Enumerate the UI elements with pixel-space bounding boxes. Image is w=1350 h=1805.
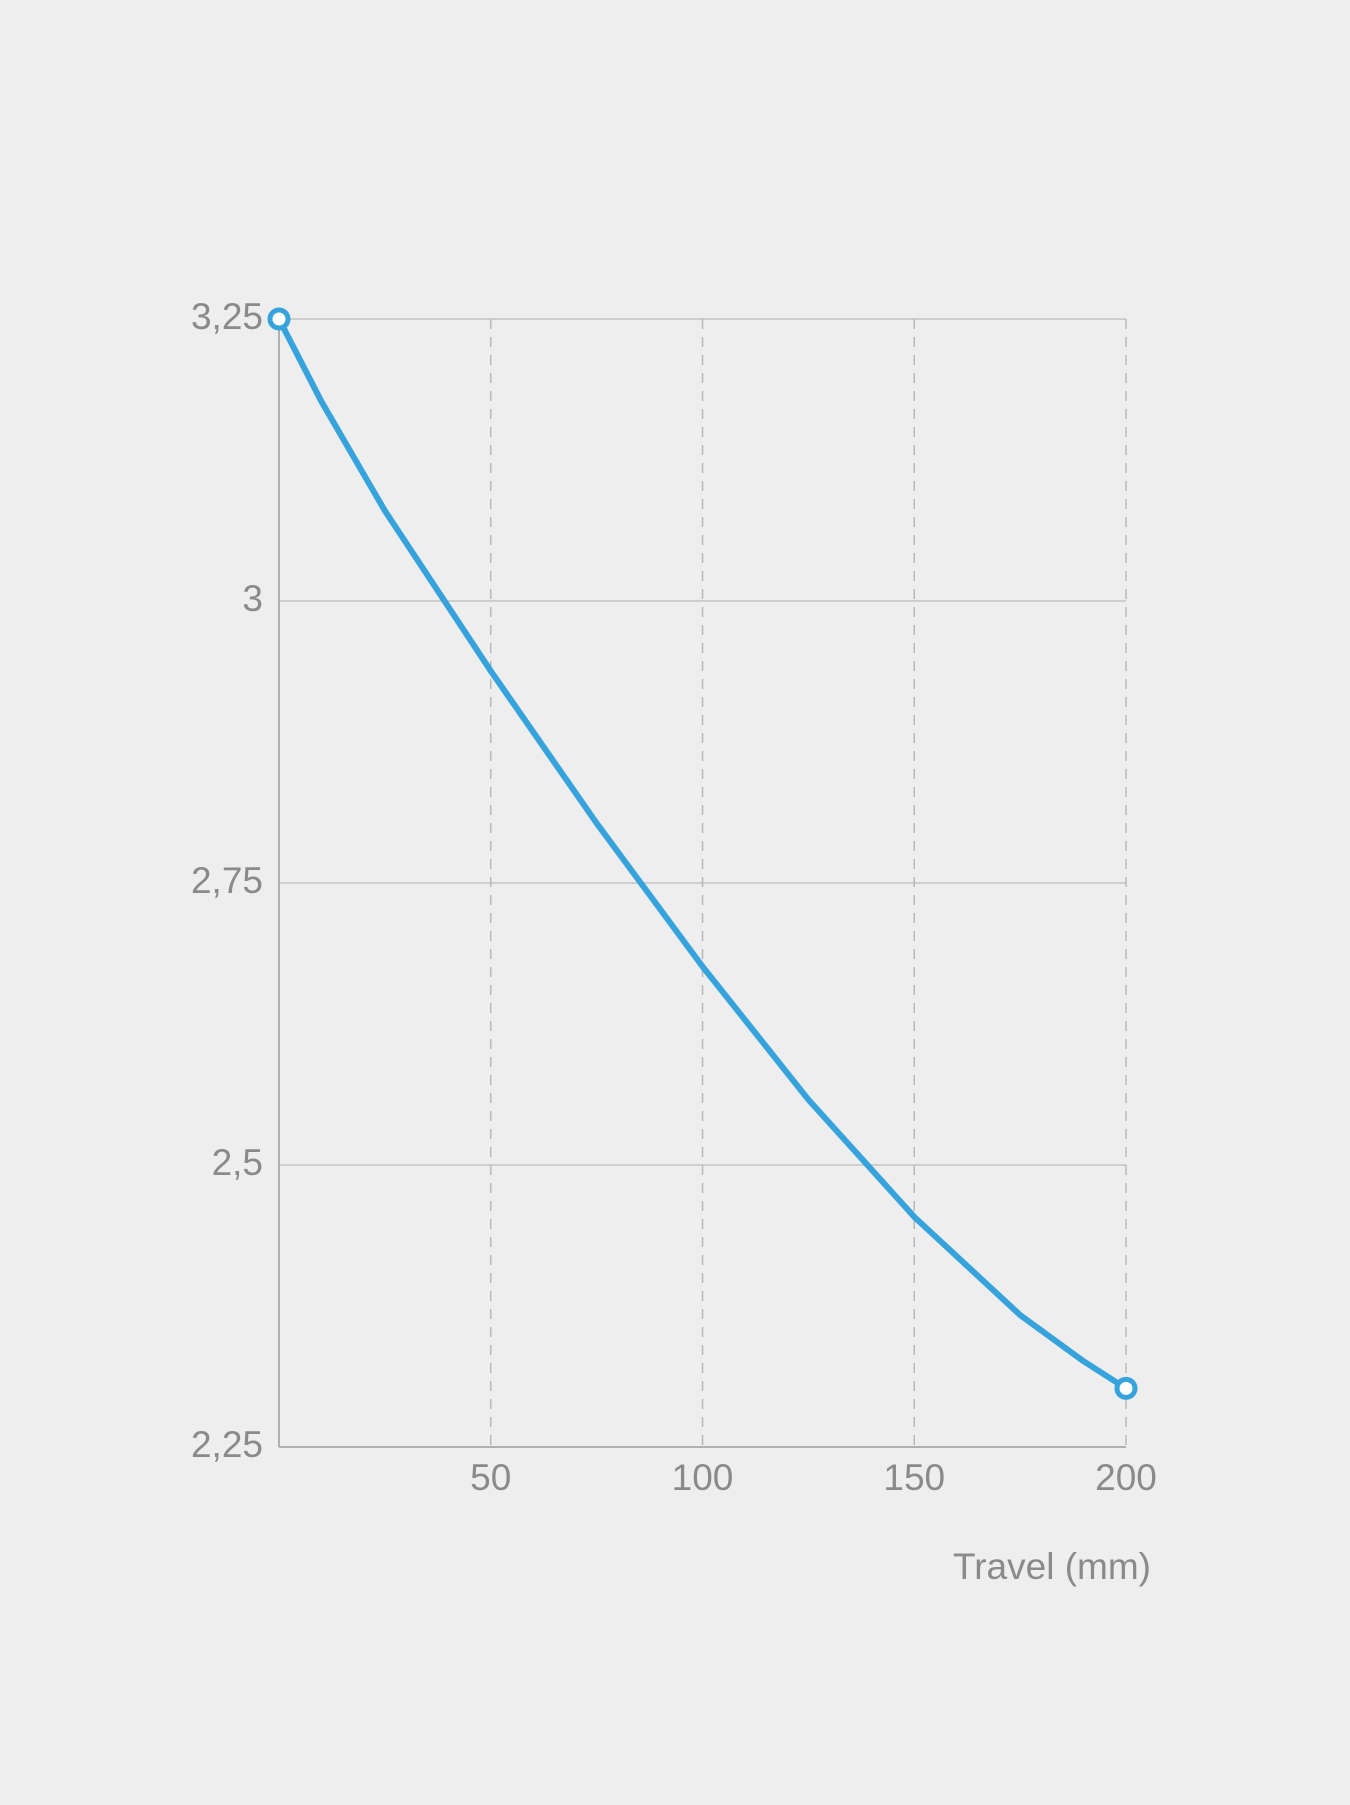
x-tick-label: 150 [883, 1457, 945, 1498]
y-tick-label: 2,25 [191, 1424, 263, 1465]
y-tick-label: 3 [242, 578, 263, 619]
x-tick-label: 100 [672, 1457, 734, 1498]
x-tick-label: 200 [1095, 1457, 1157, 1498]
end-marker [267, 307, 291, 331]
y-tick-label: 3,25 [191, 296, 263, 337]
x-tick-label: 50 [470, 1457, 511, 1498]
y-tick-label: 2,75 [191, 860, 263, 901]
end-marker [1114, 1376, 1138, 1400]
x-axis-title: Travel (mm) [953, 1546, 1151, 1587]
line [276, 316, 1129, 1392]
y-tick-label: 2,5 [212, 1142, 263, 1183]
